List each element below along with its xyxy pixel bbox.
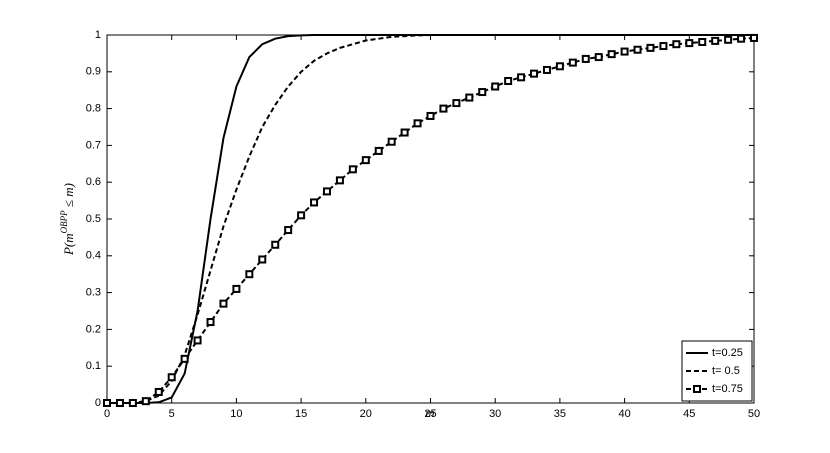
y-tick-label: 1 xyxy=(95,29,101,41)
legend-label: t= 0.5 xyxy=(712,365,740,377)
series-marker xyxy=(297,211,306,220)
series-marker xyxy=(271,240,280,249)
series-marker xyxy=(167,373,176,382)
y-tick-label: 0 xyxy=(95,397,101,409)
series-marker xyxy=(659,42,668,51)
y-tick-label: 0.1 xyxy=(86,360,101,372)
series-marker xyxy=(335,176,344,185)
series-marker xyxy=(103,399,111,407)
series-marker xyxy=(607,50,616,59)
series-marker xyxy=(374,146,383,155)
series-marker xyxy=(232,284,241,293)
series-marker xyxy=(633,45,642,54)
y-tick-label: 0.5 xyxy=(86,213,101,225)
legend-marker xyxy=(693,385,701,393)
series-marker xyxy=(426,111,435,120)
x-tick-label: 50 xyxy=(748,408,760,420)
x-tick-label: 45 xyxy=(683,408,695,420)
series-marker xyxy=(387,137,396,146)
x-tick-label: 40 xyxy=(618,408,630,420)
y-tick-label: 0.9 xyxy=(86,66,101,78)
series-line xyxy=(107,34,754,404)
y-label-sup: OBPP xyxy=(59,210,69,233)
x-tick-label: 25 xyxy=(424,408,436,420)
series-marker xyxy=(491,82,500,91)
series-marker xyxy=(361,156,370,165)
series-marker xyxy=(128,399,137,407)
series-marker xyxy=(115,399,124,407)
series-marker xyxy=(322,187,331,196)
legend-label: t=0.25 xyxy=(712,347,743,359)
series-marker xyxy=(672,40,681,49)
series-marker xyxy=(750,33,758,42)
series-marker xyxy=(465,93,474,102)
series-marker xyxy=(724,35,733,44)
y-tick-label: 0.7 xyxy=(86,139,101,151)
x-tick-label: 30 xyxy=(489,408,501,420)
series-line xyxy=(107,36,755,404)
series-marker xyxy=(504,77,513,85)
x-tick-label: 10 xyxy=(230,408,242,420)
series-marker xyxy=(180,354,189,363)
y-tick-label: 0.4 xyxy=(86,250,101,262)
series-marker xyxy=(193,336,202,345)
series-marker xyxy=(141,397,150,406)
series-marker xyxy=(517,73,526,82)
series-marker xyxy=(413,119,422,128)
series-marker xyxy=(206,318,215,327)
series-marker xyxy=(439,104,448,113)
y-axis-label: P(mOBPP ≤ m) xyxy=(59,183,76,256)
series-marker xyxy=(284,226,293,235)
series-marker xyxy=(685,39,694,48)
series-marker xyxy=(478,88,487,97)
x-axis-label: m xyxy=(425,405,434,420)
plot-frame xyxy=(106,34,755,404)
series-marker xyxy=(581,54,590,63)
y-tick-label: 0.3 xyxy=(86,287,101,299)
legend-label: t=0.75 xyxy=(712,383,743,395)
series-marker xyxy=(542,65,551,74)
series-marker xyxy=(594,53,603,62)
y-tick-label: 0.6 xyxy=(86,176,101,188)
y-label-part: ≤ m) xyxy=(61,183,76,210)
series-marker xyxy=(646,43,655,52)
series-marker xyxy=(698,37,707,46)
series-marker xyxy=(154,387,163,396)
x-tick-label: 20 xyxy=(360,408,372,420)
series-marker xyxy=(555,62,564,71)
series-marker xyxy=(568,58,577,67)
x-tick-label: 35 xyxy=(554,408,566,420)
series-marker xyxy=(219,299,228,308)
series-marker xyxy=(620,47,629,56)
y-tick-label: 0.2 xyxy=(86,323,101,335)
series-marker xyxy=(245,270,254,279)
x-tick-label: 0 xyxy=(104,408,110,420)
series-marker xyxy=(711,36,720,45)
series-marker xyxy=(348,165,357,174)
series-marker xyxy=(737,34,746,43)
series-marker xyxy=(310,198,319,207)
series-marker xyxy=(452,99,461,108)
x-tick-label: 5 xyxy=(169,408,175,420)
series-marker xyxy=(258,255,267,264)
y-label-part: P(m xyxy=(61,233,76,256)
series-marker xyxy=(530,69,539,78)
series-marker xyxy=(400,128,409,137)
series-line xyxy=(107,34,754,404)
x-tick-label: 15 xyxy=(295,408,307,420)
y-tick-label: 0.8 xyxy=(86,103,101,115)
